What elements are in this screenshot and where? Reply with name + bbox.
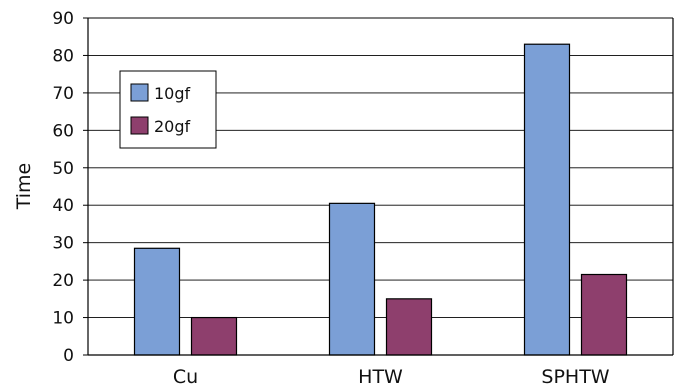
legend-box bbox=[119, 70, 217, 149]
y-tick-label: 50 bbox=[52, 159, 74, 179]
legend: 10gf 20gf bbox=[119, 70, 217, 149]
legend-swatch-20gf bbox=[130, 116, 149, 135]
y-axis-title: Time bbox=[13, 163, 35, 211]
y-tick-label: 90 bbox=[52, 9, 74, 29]
y-tick-label: 40 bbox=[52, 196, 74, 216]
bar-10gf-cu bbox=[133, 247, 181, 356]
y-tick-label: 80 bbox=[52, 46, 74, 66]
y-tick-label: 30 bbox=[52, 234, 74, 254]
legend-label-20gf: 20gf bbox=[154, 117, 191, 136]
x-category-label: Cu bbox=[173, 366, 198, 387]
legend-swatch-10gf bbox=[130, 83, 149, 102]
bar-20gf-sphtw bbox=[580, 273, 628, 356]
bar-20gf-htw bbox=[385, 298, 433, 356]
axes bbox=[87, 18, 674, 356]
legend-label-10gf: 10gf bbox=[154, 84, 191, 103]
y-tick-label: 20 bbox=[52, 271, 74, 291]
y-tick-label: 10 bbox=[52, 309, 74, 329]
bar-10gf-sphtw bbox=[523, 43, 571, 356]
y-tick-label: 0 bbox=[63, 346, 74, 366]
x-category-label: SPHTW bbox=[541, 366, 609, 387]
y-tick-label: 60 bbox=[52, 121, 74, 141]
bar-10gf-htw bbox=[328, 202, 376, 356]
x-category-label: HTW bbox=[358, 366, 403, 387]
bar-20gf-cu bbox=[190, 316, 238, 356]
bars bbox=[133, 43, 628, 356]
y-tick-labels: 0 10 20 30 40 50 60 70 80 90 bbox=[52, 9, 88, 366]
x-category-labels: Cu HTW SPHTW bbox=[173, 366, 610, 387]
y-tick-label: 70 bbox=[52, 84, 74, 104]
